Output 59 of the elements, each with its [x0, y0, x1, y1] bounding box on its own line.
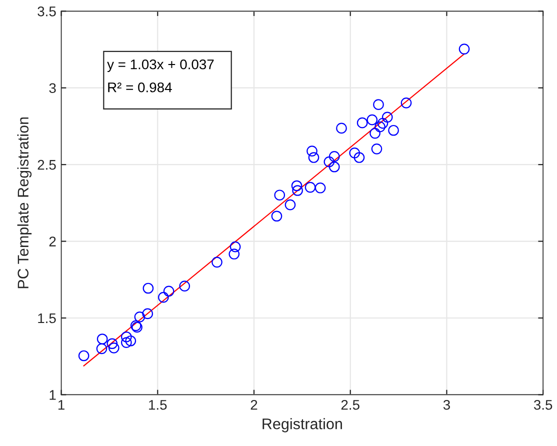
point	[142, 282, 154, 294]
y-tick-label: 3.5	[38, 6, 56, 16]
point	[228, 248, 240, 260]
point	[306, 146, 318, 156]
x-tick-label: 1.5	[149, 400, 167, 410]
point	[108, 342, 120, 354]
point	[324, 156, 335, 168]
y-tick-label: 1.5	[38, 313, 56, 324]
x-tick-label: 1	[58, 400, 64, 410]
point	[388, 124, 399, 136]
point	[134, 312, 146, 322]
point	[314, 182, 326, 194]
x-tick-label: 3	[443, 400, 450, 410]
x-tick-label: 2	[250, 400, 258, 410]
point	[328, 151, 340, 162]
y-tick-label: 3	[49, 83, 56, 94]
point	[271, 210, 282, 222]
point	[400, 97, 412, 108]
point	[356, 117, 368, 128]
point	[336, 122, 347, 134]
point	[458, 44, 470, 54]
point	[354, 152, 365, 163]
point	[328, 161, 340, 172]
point	[230, 241, 241, 252]
point	[120, 331, 132, 342]
point	[274, 190, 286, 201]
x-tick-label: 3.5	[534, 400, 552, 410]
point	[163, 286, 174, 297]
y-tick-label: 2	[49, 236, 56, 246]
point	[371, 144, 382, 154]
point	[382, 112, 393, 123]
annotation: y = 1.03x + 0.037	[107, 59, 214, 72]
y-tick-label: 1	[50, 390, 56, 400]
point	[212, 256, 222, 268]
point	[179, 280, 190, 292]
point	[373, 99, 384, 110]
point	[106, 338, 118, 350]
point	[370, 128, 380, 139]
point	[308, 152, 320, 163]
point	[366, 114, 378, 126]
point	[304, 182, 316, 193]
x-axis-title: Registration	[262, 418, 342, 432]
point	[374, 121, 386, 132]
y-tick-label: 2.5	[38, 160, 56, 170]
point	[284, 199, 296, 210]
point	[120, 337, 132, 348]
point	[349, 148, 360, 158]
point	[377, 118, 388, 129]
point	[78, 350, 90, 362]
point	[292, 185, 303, 196]
x-tick-label: 2.5	[341, 400, 360, 410]
y-axis-title: PC Template Registration	[17, 117, 32, 288]
point	[96, 334, 108, 344]
point	[142, 308, 154, 320]
point	[158, 292, 169, 303]
point	[96, 343, 108, 354]
point	[291, 180, 302, 192]
annotation: R² = 0.984	[108, 82, 172, 92]
point	[125, 335, 136, 346]
